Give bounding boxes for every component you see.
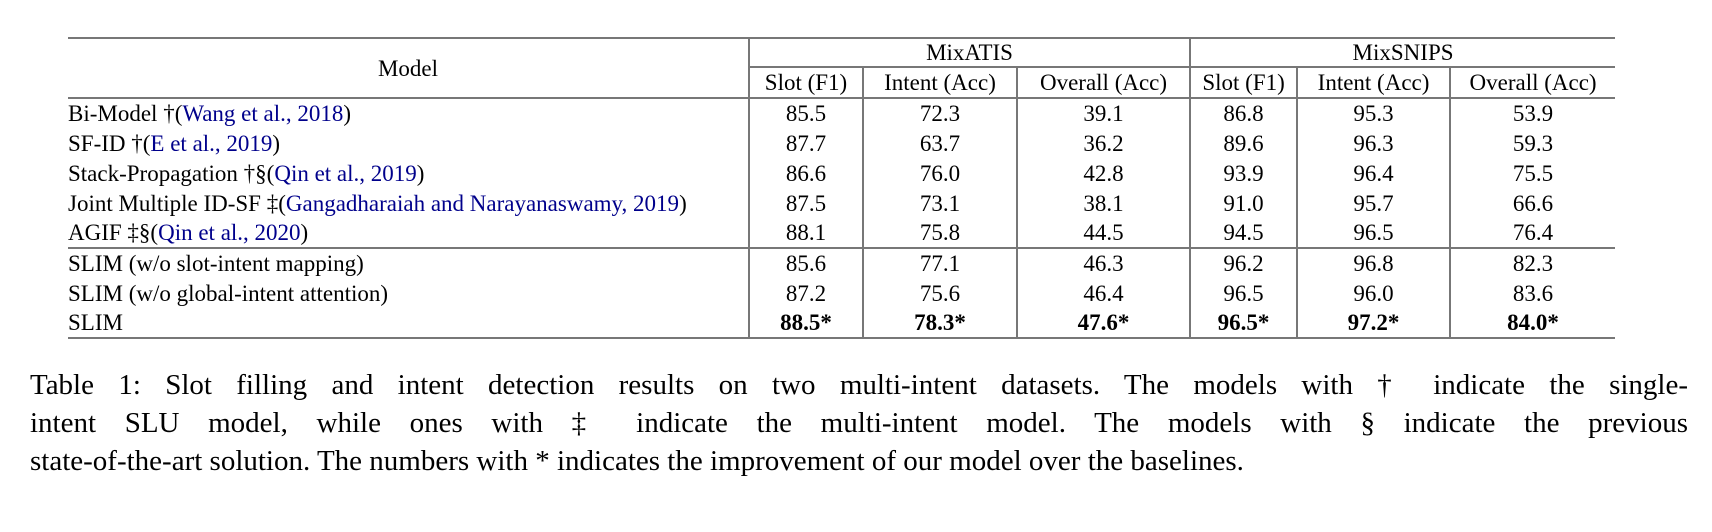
metric-cell: 59.3 [1449,128,1616,158]
col-header-mixsnips-intent-acc: Intent (Acc) [1296,67,1451,99]
metric-cell: 88.5* [748,308,863,338]
metric-cell: 78.3* [862,308,1017,338]
metric-cell: 96.0 [1296,278,1451,308]
model-name-cell: SLIM (w/o slot-intent mapping) [68,247,750,278]
col-header-mixsnips-slot-f1: Slot (F1) [1189,67,1298,99]
metric-cell: 72.3 [862,98,1017,128]
metric-cell: 39.1 [1015,98,1191,128]
citation-link[interactable]: Qin et al., 2019 [274,160,417,186]
model-name-suffix: ) [679,190,687,216]
col-header-mixatis-intent-acc: Intent (Acc) [862,67,1017,99]
metric-cell: 91.0 [1189,188,1298,218]
caption-line-1: Table 1: Slot filling and intent detecti… [30,369,1688,401]
metric-cell: 82.3 [1449,247,1616,278]
metric-cell: 75.8 [862,218,1017,248]
model-name: Stack-Propagation †§( [68,160,275,186]
table-row-sf-id: SF-ID †(E et al., 2019) 87.7 63.7 36.2 8… [68,128,1616,158]
table-row-slim-wo-slot-intent-mapping: SLIM (w/o slot-intent mapping) 85.6 77.1… [68,247,1616,278]
metric-cell: 88.1 [748,218,863,248]
metric-cell: 42.8 [1015,158,1191,188]
metric-cell: 83.6 [1449,278,1616,308]
model-name-cell: SLIM (w/o global-intent attention) [68,278,750,308]
metric-cell: 63.7 [862,128,1017,158]
citation-link[interactable]: Gangadharaiah and Narayanaswamy, 2019 [285,190,680,216]
model-name-cell: AGIF ‡§(Qin et al., 2020) [68,218,750,248]
metric-cell: 73.1 [862,188,1017,218]
table-row-slim: SLIM 88.5* 78.3* 47.6* 96.5* 97.2* 84.0* [68,308,1616,338]
table-row-stack-propagation: Stack-Propagation †§(Qin et al., 2019) 8… [68,158,1616,188]
table-row-joint-multiple-id-sf: Joint Multiple ID-SF ‡(Gangadharaiah and… [68,188,1616,218]
metric-cell: 93.9 [1189,158,1298,188]
table-caption: Table 1: Slot filling and intent detecti… [30,366,1688,480]
metric-cell: 46.4 [1015,278,1191,308]
metric-cell: 97.2* [1296,308,1451,338]
metric-cell: 76.0 [862,158,1017,188]
model-name: SF-ID †( [68,130,151,156]
metric-cell: 86.6 [748,158,863,188]
model-name: SLIM (w/o global-intent attention) [68,280,389,306]
model-name: Joint Multiple ID-SF ‡( [68,190,286,216]
metric-cell: 44.5 [1015,218,1191,248]
metric-cell: 87.7 [748,128,863,158]
metric-cell: 75.5 [1449,158,1616,188]
citation-link[interactable]: Qin et al., 2020 [158,220,301,245]
model-name: Bi-Model †( [68,101,183,126]
model-name-suffix: ) [272,130,281,156]
metric-cell: 96.5 [1189,278,1298,308]
table-row-agif: AGIF ‡§(Qin et al., 2020) 88.1 75.8 44.5… [68,218,1616,248]
metric-cell: 96.5* [1189,308,1298,338]
metric-cell: 96.2 [1189,247,1298,278]
metric-cell: 85.6 [748,247,863,278]
citation-link[interactable]: Wang et al., 2018 [182,101,344,126]
col-header-model: Model [68,38,750,99]
metric-cell: 77.1 [862,247,1017,278]
model-name-cell: SLIM [68,308,750,338]
metric-cell: 89.6 [1189,128,1298,158]
metric-cell: 66.6 [1449,188,1616,218]
caption-line-2: intent SLU model, while ones with ‡ indi… [30,407,1688,439]
citation-link[interactable]: E et al., 2019 [150,130,273,156]
metric-cell: 96.3 [1296,128,1451,158]
results-table: Model MixATIS MixSNIPS Slot (F1) Intent … [68,37,1616,339]
col-group-mixatis: MixATIS [749,38,1192,68]
metric-cell: 84.0* [1449,308,1616,338]
metric-cell: 75.6 [862,278,1017,308]
header-sub-row: Slot (F1) Intent (Acc) Overall (Acc) Slo… [68,67,1616,99]
col-header-mixsnips-overall-acc: Overall (Acc) [1449,67,1616,99]
metric-cell: 96.8 [1296,247,1451,278]
model-name: AGIF ‡§( [68,220,159,245]
model-name: SLIM [68,310,123,335]
metric-cell: 96.5 [1296,218,1451,248]
metric-cell: 95.3 [1296,98,1451,128]
col-header-mixatis-overall-acc: Overall (Acc) [1015,67,1191,99]
metric-cell: 47.6* [1015,308,1191,338]
model-name-suffix: ) [300,220,309,245]
model-name-cell: Stack-Propagation †§(Qin et al., 2019) [68,158,750,188]
caption-line-3: state-of-the-art solution. The numbers w… [30,445,1244,477]
model-name-suffix: ) [416,160,425,186]
metric-cell: 96.4 [1296,158,1451,188]
metric-cell: 87.5 [748,188,863,218]
metric-cell: 53.9 [1449,98,1616,128]
header-group-row: Model MixATIS MixSNIPS [68,38,1616,99]
metric-cell: 36.2 [1015,128,1191,158]
metric-cell: 76.4 [1449,218,1616,248]
table-row-bi-model: Bi-Model †(Wang et al., 2018) 85.5 72.3 … [68,98,1616,128]
model-name-cell: Bi-Model †(Wang et al., 2018) [68,98,750,128]
metric-cell: 87.2 [748,278,863,308]
col-group-mixsnips: MixSNIPS [1190,38,1616,68]
metric-cell: 95.7 [1296,188,1451,218]
model-name-cell: Joint Multiple ID-SF ‡(Gangadharaiah and… [68,188,750,218]
metric-cell: 86.8 [1189,98,1298,128]
metric-cell: 46.3 [1015,247,1191,278]
metric-cell: 94.5 [1189,218,1298,248]
model-name: SLIM (w/o slot-intent mapping) [68,251,364,276]
model-name-suffix: ) [343,101,352,126]
model-name-cell: SF-ID †(E et al., 2019) [68,128,750,158]
metric-cell: 38.1 [1015,188,1191,218]
table-row-slim-wo-global-intent-attention: SLIM (w/o global-intent attention) 87.2 … [68,278,1616,308]
metric-cell: 85.5 [748,98,863,128]
col-header-mixatis-slot-f1: Slot (F1) [748,67,863,99]
